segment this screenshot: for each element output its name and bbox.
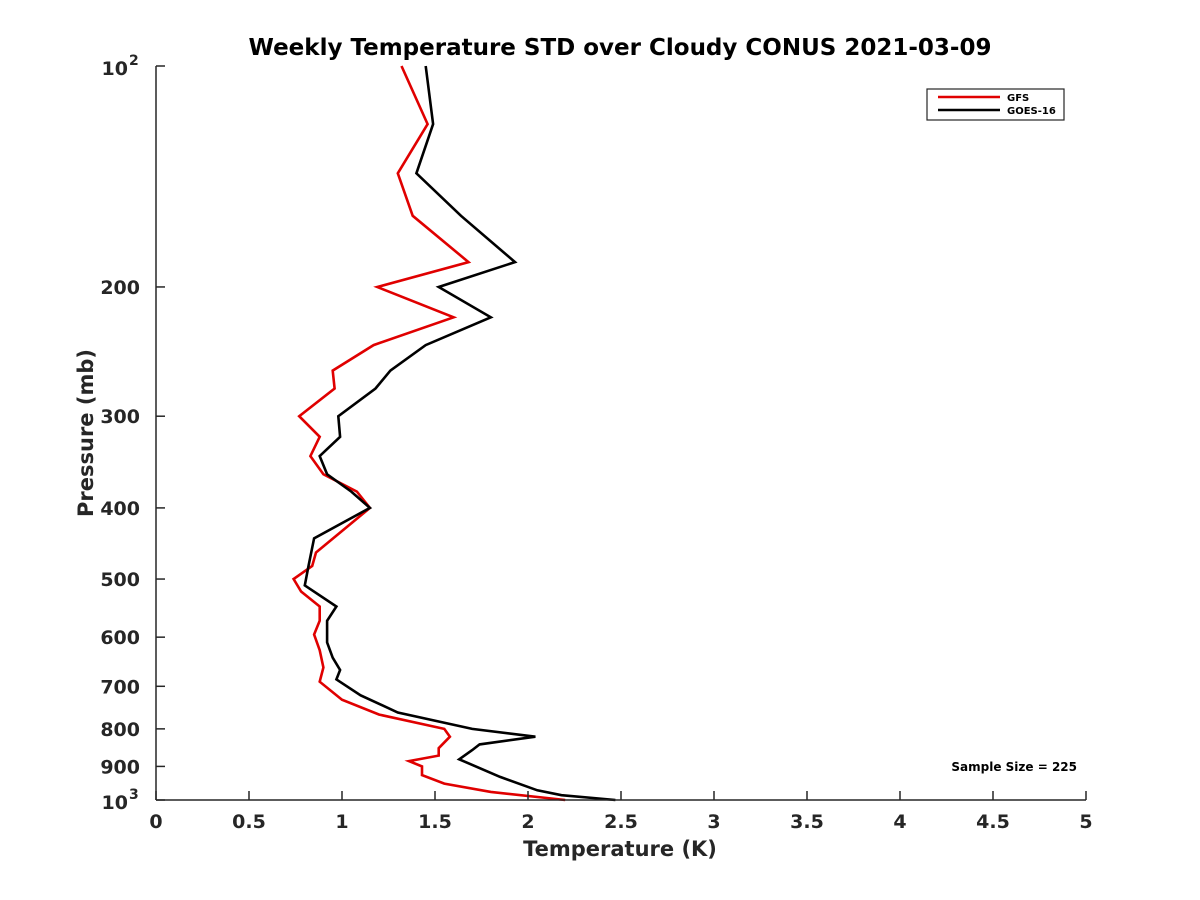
legend-box <box>926 88 1065 121</box>
x-axis-ticks: 0 0.5 1 1.5 2 2.5 3 3.5 4 4.5 5 <box>149 791 1093 833</box>
x-tick-label: 1 <box>335 811 348 833</box>
y-tick-label: 800 <box>100 719 140 741</box>
x-tick-label: 2.5 <box>604 811 638 833</box>
legend-label-goes16: GOES-16 <box>1007 106 1056 117</box>
x-tick-label: 2 <box>521 811 534 833</box>
y-tick-label-exponent: 2 <box>129 53 139 69</box>
legend: GFS GOES-16 <box>926 88 1065 121</box>
x-tick-label: 0.5 <box>232 811 266 833</box>
y-tick-label-base: 10 <box>102 58 128 80</box>
x-tick-label: 4.5 <box>976 811 1010 833</box>
plot-area: 0 0.5 1 1.5 2 2.5 3 3.5 4 4.5 5 10 2200300400500600… <box>100 53 1092 833</box>
y-tick-label-base: 10 <box>102 792 128 814</box>
series-line-goes16 <box>303 65 616 802</box>
x-tick-label: 0 <box>149 811 162 833</box>
x-tick-label: 3.5 <box>790 811 824 833</box>
y-tick-label: 700 <box>100 676 140 698</box>
y-tick-label: 600 <box>100 627 140 649</box>
x-axis-label: Temperature (K) <box>523 837 717 861</box>
series-line-gfs <box>291 65 566 802</box>
y-tick-label-exponent: 3 <box>129 787 139 803</box>
x-tick-label: 3 <box>707 811 720 833</box>
legend-label-gfs: GFS <box>1007 93 1029 104</box>
y-tick-label: 300 <box>100 406 140 428</box>
x-tick-label: 5 <box>1079 811 1092 833</box>
x-tick-label: 4 <box>893 811 906 833</box>
chart-title: Weekly Temperature STD over Cloudy CONUS… <box>249 35 992 61</box>
y-tick-label: 400 <box>100 498 140 520</box>
series-lines <box>291 65 616 802</box>
y-tick-label: 500 <box>100 569 140 591</box>
y-axis-label: Pressure (mb) <box>74 349 98 517</box>
x-tick-label: 1.5 <box>418 811 452 833</box>
y-tick-label: 900 <box>100 756 140 778</box>
y-tick-label: 200 <box>100 277 140 299</box>
sample-size-annotation: Sample Size = 225 <box>951 760 1077 774</box>
